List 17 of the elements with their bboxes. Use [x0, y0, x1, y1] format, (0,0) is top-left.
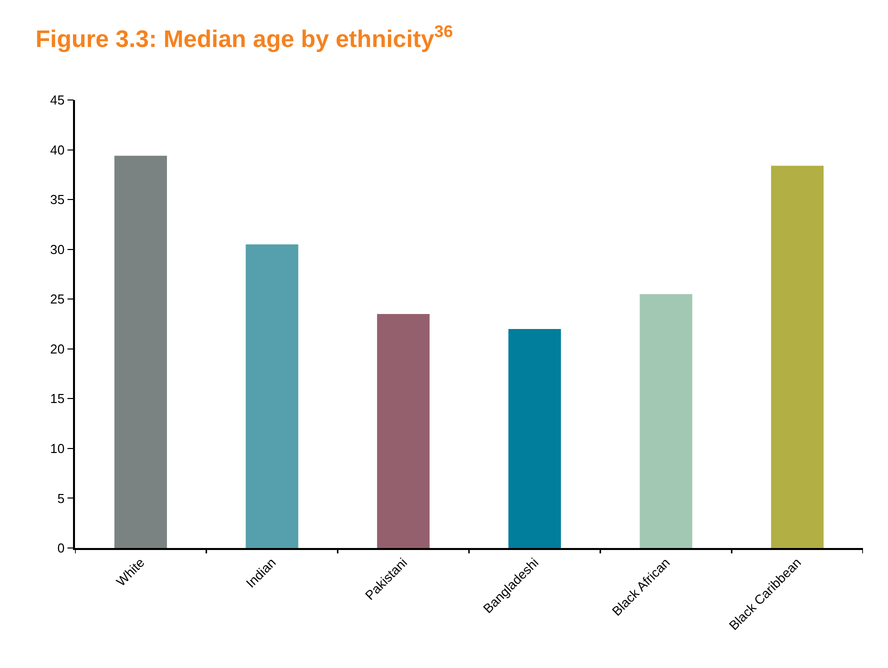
chart-title: Figure 3.3: Median age by ethnicity$^{36}$	[36, 22, 453, 53]
bar	[771, 166, 824, 548]
bar	[114, 156, 167, 548]
y-tick-label: 20	[50, 341, 65, 356]
y-tick-label: 10	[50, 440, 65, 456]
y-tick-label: 30	[50, 242, 65, 257]
bar	[246, 244, 298, 548]
y-tick-label: 15	[50, 391, 65, 406]
bar	[377, 314, 430, 548]
bar	[640, 294, 692, 548]
y-tick-label: 0	[57, 540, 65, 556]
y-tick-label: 5	[57, 490, 65, 506]
y-tick-label: 25	[50, 292, 65, 307]
y-tick-label: 45	[50, 92, 65, 108]
bar	[508, 328, 561, 548]
y-tick-label: 35	[50, 192, 65, 208]
y-tick-label: 40	[50, 142, 65, 158]
